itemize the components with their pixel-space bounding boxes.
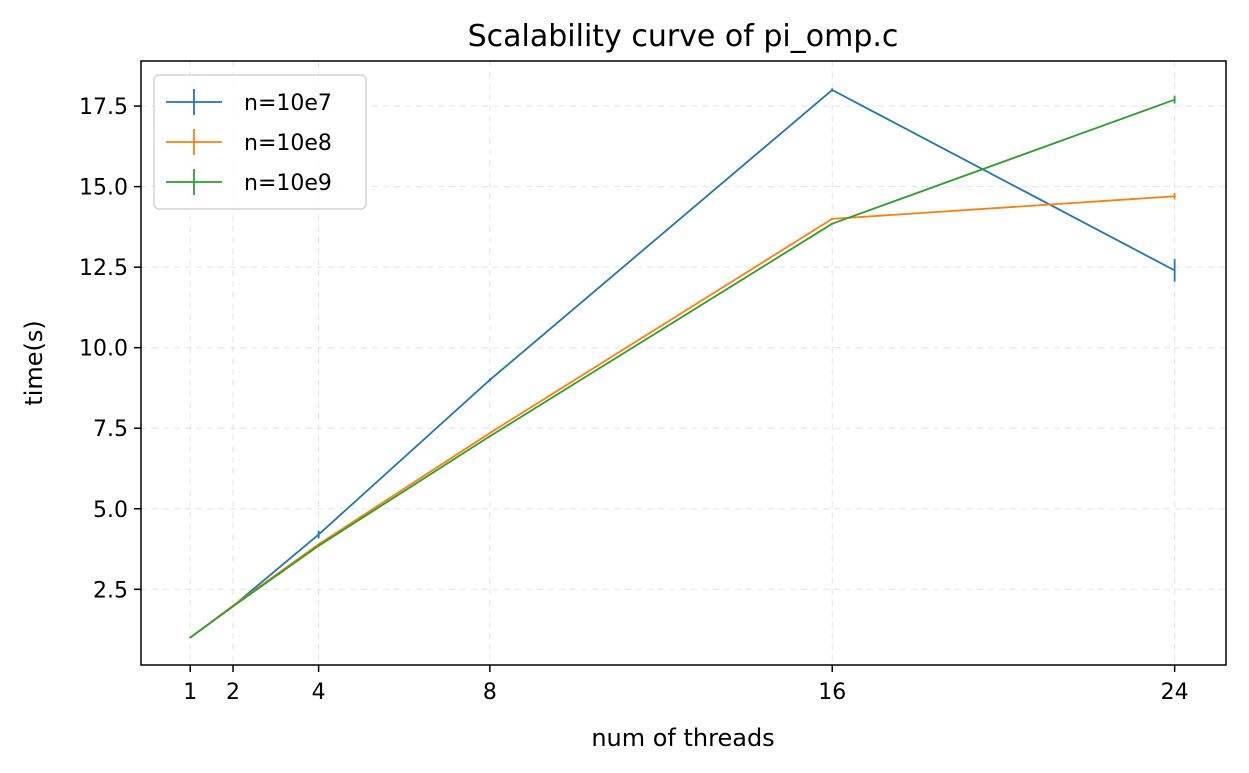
y-tick-label: 10.0 — [79, 337, 128, 362]
y-tick-label: 12.5 — [79, 256, 128, 281]
y-tick-label: 15.0 — [79, 176, 128, 201]
y-axis: 2.5 5.0 7.5 10.0 12.5 15.0 17.5 — [79, 95, 141, 603]
series-line — [189, 98, 1175, 639]
legend-item: n=10e8 — [166, 129, 332, 156]
chart-title: Scalability curve of pi_omp.c — [468, 19, 899, 54]
plot-area-frame — [140, 60, 1227, 666]
x-tick-label: 24 — [1161, 680, 1189, 705]
y-tick-label: 2.5 — [93, 578, 128, 603]
x-tick-label: 4 — [312, 680, 326, 705]
legend-box — [153, 74, 367, 210]
x-axis-label: num of threads — [591, 724, 774, 752]
legend-label: n=10e8 — [244, 131, 332, 156]
y-tick-label: 17.5 — [79, 95, 128, 120]
y-tick-label: 7.5 — [93, 417, 128, 442]
series-n=10e9 — [189, 95, 1176, 639]
x-tick-label: 2 — [226, 680, 240, 705]
legend-item: n=10e9 — [166, 169, 332, 196]
legend-label: n=10e7 — [244, 91, 332, 116]
legend-item: n=10e7 — [166, 89, 332, 116]
legend: n=10e7 n=10e8 n=10e9 — [153, 74, 367, 210]
y-tick-label: 5.0 — [93, 498, 128, 523]
x-tick-label: 16 — [818, 680, 846, 705]
legend-label: n=10e9 — [244, 171, 332, 196]
x-tick-label: 8 — [483, 680, 497, 705]
series-layer — [189, 88, 1176, 639]
y-axis-label: time(s) — [20, 320, 48, 405]
x-axis: 1 2 4 8 16 24 — [183, 665, 1189, 705]
x-tick-label: 1 — [183, 680, 197, 705]
